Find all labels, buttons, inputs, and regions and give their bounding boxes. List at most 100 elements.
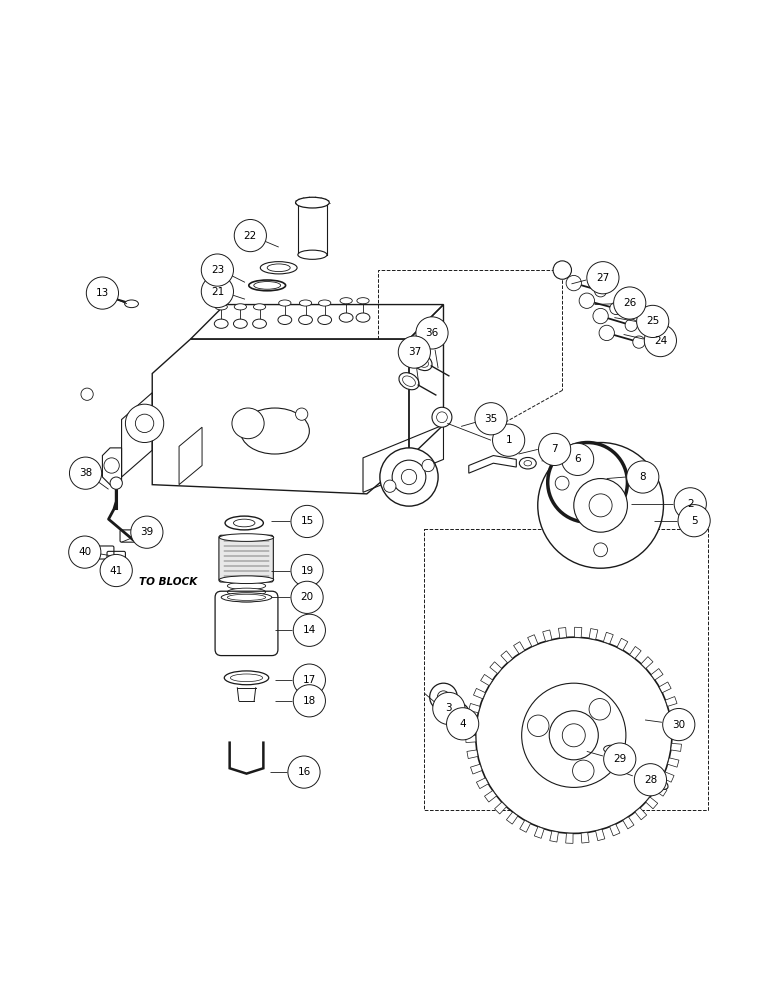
- Circle shape: [69, 457, 102, 489]
- Ellipse shape: [225, 671, 269, 685]
- Circle shape: [446, 708, 479, 740]
- Polygon shape: [589, 629, 598, 640]
- Text: 41: 41: [110, 566, 123, 576]
- Text: 5: 5: [691, 516, 697, 526]
- Text: 17: 17: [303, 675, 316, 685]
- Ellipse shape: [240, 408, 310, 454]
- Text: 1: 1: [506, 435, 512, 445]
- Circle shape: [573, 760, 594, 782]
- Circle shape: [674, 488, 706, 520]
- Circle shape: [637, 305, 669, 338]
- Polygon shape: [671, 743, 682, 751]
- Ellipse shape: [402, 376, 415, 386]
- Polygon shape: [635, 808, 647, 820]
- Ellipse shape: [233, 519, 255, 527]
- Circle shape: [81, 388, 93, 400]
- Circle shape: [422, 459, 435, 472]
- Ellipse shape: [299, 315, 313, 324]
- Ellipse shape: [339, 313, 353, 322]
- Polygon shape: [574, 627, 582, 637]
- Polygon shape: [543, 630, 552, 641]
- Ellipse shape: [227, 588, 266, 596]
- Circle shape: [437, 412, 447, 423]
- Text: 28: 28: [644, 775, 657, 785]
- Circle shape: [604, 743, 636, 775]
- Ellipse shape: [357, 298, 369, 304]
- Polygon shape: [466, 735, 476, 743]
- Text: 24: 24: [654, 336, 667, 346]
- Ellipse shape: [278, 315, 292, 324]
- Circle shape: [430, 683, 457, 711]
- Polygon shape: [558, 628, 567, 638]
- Polygon shape: [641, 657, 653, 669]
- Circle shape: [632, 476, 646, 490]
- Circle shape: [635, 764, 666, 796]
- Polygon shape: [672, 728, 682, 735]
- Ellipse shape: [524, 461, 532, 466]
- Polygon shape: [489, 662, 502, 674]
- Circle shape: [589, 494, 612, 517]
- Circle shape: [438, 691, 449, 703]
- Polygon shape: [662, 772, 674, 782]
- Ellipse shape: [267, 264, 290, 272]
- Circle shape: [539, 433, 571, 466]
- Polygon shape: [566, 833, 573, 843]
- Polygon shape: [623, 817, 634, 829]
- Text: 40: 40: [78, 547, 91, 557]
- Circle shape: [599, 325, 615, 341]
- Circle shape: [547, 443, 628, 522]
- Text: 14: 14: [303, 625, 316, 635]
- Polygon shape: [604, 632, 613, 644]
- Polygon shape: [669, 712, 681, 721]
- Ellipse shape: [227, 594, 266, 600]
- Circle shape: [538, 443, 663, 568]
- Ellipse shape: [215, 304, 227, 310]
- Ellipse shape: [604, 745, 618, 753]
- Circle shape: [104, 458, 120, 473]
- Ellipse shape: [230, 674, 262, 682]
- Circle shape: [234, 219, 266, 252]
- Text: 38: 38: [79, 468, 92, 478]
- Polygon shape: [617, 638, 628, 650]
- Circle shape: [291, 554, 323, 587]
- Polygon shape: [501, 651, 513, 663]
- Ellipse shape: [227, 582, 266, 590]
- Circle shape: [587, 262, 619, 294]
- Circle shape: [110, 477, 122, 489]
- Circle shape: [293, 614, 326, 646]
- Polygon shape: [520, 820, 530, 832]
- Text: 21: 21: [211, 287, 224, 297]
- Polygon shape: [470, 764, 482, 774]
- Text: 8: 8: [639, 472, 646, 482]
- Polygon shape: [651, 669, 663, 680]
- Polygon shape: [485, 791, 496, 802]
- Polygon shape: [550, 831, 558, 842]
- Circle shape: [416, 317, 448, 349]
- Ellipse shape: [319, 300, 331, 306]
- Circle shape: [579, 293, 594, 308]
- Circle shape: [445, 702, 469, 727]
- Ellipse shape: [215, 319, 228, 328]
- Polygon shape: [506, 812, 518, 824]
- Circle shape: [561, 443, 594, 475]
- Circle shape: [574, 479, 628, 532]
- Circle shape: [293, 664, 326, 696]
- Ellipse shape: [124, 300, 138, 308]
- Polygon shape: [659, 682, 671, 693]
- Polygon shape: [469, 703, 480, 713]
- Polygon shape: [481, 674, 493, 686]
- Ellipse shape: [399, 373, 419, 390]
- Text: 35: 35: [484, 414, 498, 424]
- Ellipse shape: [653, 778, 668, 789]
- Polygon shape: [473, 688, 486, 699]
- Polygon shape: [581, 832, 589, 843]
- Ellipse shape: [340, 298, 352, 304]
- Text: 22: 22: [244, 231, 257, 241]
- Polygon shape: [527, 635, 538, 647]
- Text: 36: 36: [425, 328, 438, 338]
- Ellipse shape: [298, 250, 327, 259]
- Circle shape: [645, 324, 676, 357]
- Ellipse shape: [227, 594, 266, 602]
- Text: 6: 6: [574, 454, 581, 464]
- Circle shape: [493, 424, 525, 456]
